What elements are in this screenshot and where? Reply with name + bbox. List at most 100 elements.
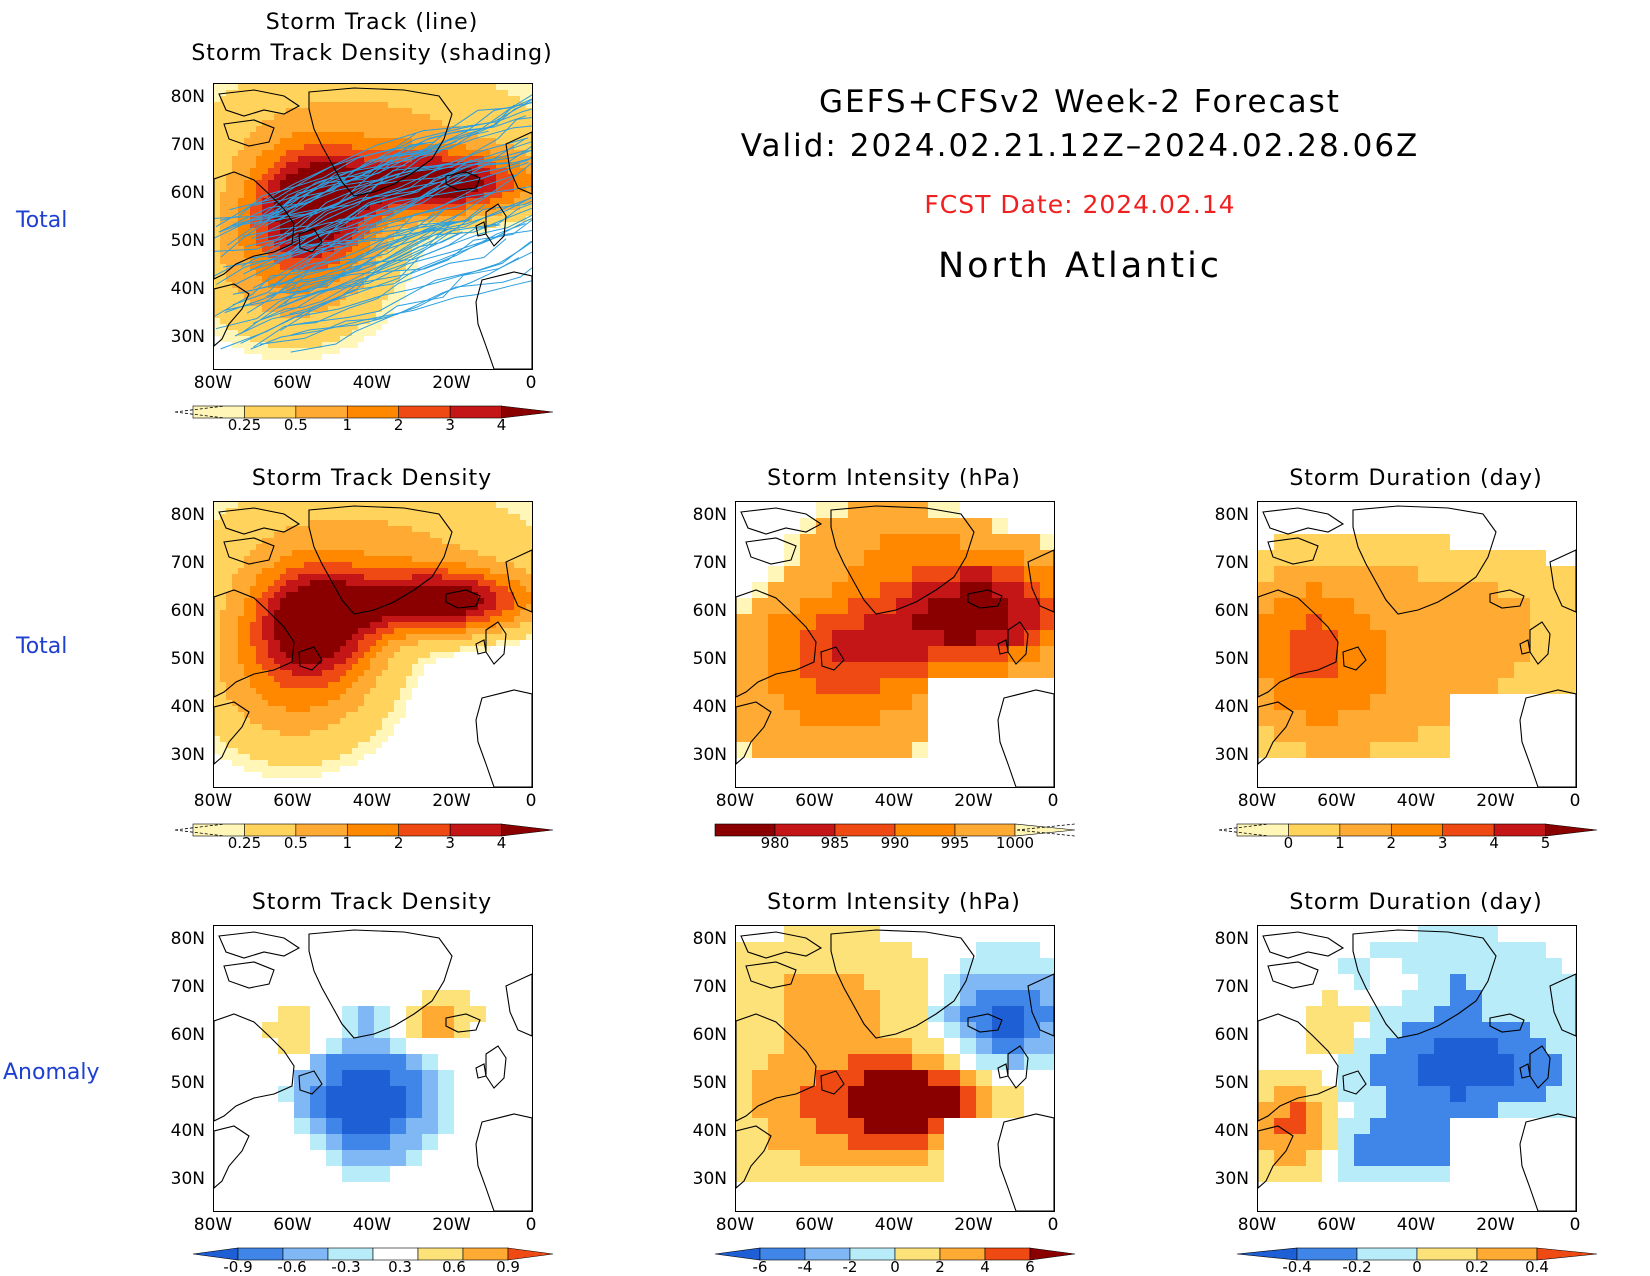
field-cell	[752, 662, 768, 678]
field-cell	[490, 198, 496, 204]
field-cell	[496, 592, 502, 598]
field-cell	[322, 694, 328, 700]
field-cell	[280, 736, 286, 742]
field-cell	[484, 90, 490, 96]
field-cell	[376, 742, 382, 748]
field-cell	[490, 102, 496, 108]
field-cell	[244, 610, 250, 616]
field-cell	[436, 640, 442, 646]
field-cell	[346, 706, 352, 712]
field-cell	[244, 664, 250, 670]
field-cell	[226, 646, 232, 652]
field-cell	[280, 168, 286, 174]
field-cell	[232, 180, 238, 186]
field-cell	[1306, 694, 1322, 710]
field-cell	[424, 126, 430, 132]
field-cell	[1354, 678, 1370, 694]
field-cell	[214, 718, 220, 724]
field-cell	[526, 544, 532, 550]
field-cell	[280, 348, 286, 354]
field-cell	[496, 520, 502, 526]
field-cell	[484, 622, 490, 628]
field-cell	[406, 658, 412, 664]
field-cell	[508, 538, 514, 544]
field-cell	[232, 724, 238, 730]
field-cell	[316, 592, 322, 598]
field-cell	[232, 508, 238, 514]
field-cell	[274, 162, 280, 168]
field-cell	[514, 544, 520, 550]
field-cell	[310, 574, 316, 580]
field-cell	[406, 210, 412, 216]
field-cell	[424, 520, 430, 526]
field-cell	[478, 634, 484, 640]
field-cell	[1040, 662, 1055, 678]
field-cell	[880, 942, 896, 958]
field-cell	[496, 532, 502, 538]
field-cell	[220, 652, 226, 658]
colorbar-label: 0	[1263, 834, 1313, 852]
field-cell	[214, 580, 220, 586]
field-cell	[346, 324, 352, 330]
field-cell	[328, 126, 334, 132]
field-cell	[238, 586, 244, 592]
field-cell	[1418, 694, 1434, 710]
field-cell	[832, 1102, 848, 1118]
field-cell	[328, 90, 334, 96]
field-cell	[250, 730, 256, 736]
field-cell	[256, 766, 262, 772]
field-cell	[928, 534, 944, 550]
field-cell	[1258, 566, 1274, 582]
field-cell	[328, 96, 334, 102]
field-cell	[274, 766, 280, 772]
field-cell	[280, 706, 286, 712]
field-cell	[280, 640, 286, 646]
field-cell	[1024, 958, 1040, 974]
field-cell	[526, 180, 532, 186]
field-cell	[244, 102, 250, 108]
field-cell	[352, 598, 358, 604]
field-cell	[286, 712, 292, 718]
field-cell	[478, 96, 484, 102]
field-cell	[1008, 1022, 1024, 1038]
field-cell	[352, 132, 358, 138]
field-cell	[394, 96, 400, 102]
field-cell	[280, 132, 286, 138]
field-cell	[928, 518, 944, 534]
field-cell	[292, 766, 298, 772]
field-cell	[268, 538, 274, 544]
field-cell	[412, 598, 418, 604]
field-cell	[880, 1150, 896, 1166]
field-cell	[514, 532, 520, 538]
field-cell	[422, 1054, 438, 1070]
field-cell	[304, 114, 310, 120]
field-cell	[490, 616, 496, 622]
field-cell	[274, 754, 280, 760]
field-cell	[382, 598, 388, 604]
field-cell	[382, 562, 388, 568]
field-cell	[864, 614, 880, 630]
field-cell	[238, 168, 244, 174]
field-cell	[226, 234, 232, 240]
field-cell	[328, 538, 334, 544]
field-cell	[526, 628, 532, 634]
field-cell	[364, 556, 370, 562]
field-cell	[466, 96, 472, 102]
field-cell	[1402, 614, 1418, 630]
field-cell	[310, 640, 316, 646]
field-cell	[896, 662, 912, 678]
field-cell	[214, 748, 220, 754]
field-cell	[436, 586, 442, 592]
field-cell	[508, 634, 514, 640]
field-cell	[274, 84, 280, 90]
field-cell	[400, 108, 406, 114]
field-cell	[848, 742, 864, 758]
field-cell	[466, 102, 472, 108]
field-cell	[514, 574, 520, 580]
field-cell	[466, 634, 472, 640]
field-cell	[214, 658, 220, 664]
field-cell	[1418, 710, 1434, 726]
field-cell	[976, 1038, 992, 1054]
field-cell	[944, 1086, 960, 1102]
field-cell	[430, 502, 436, 508]
